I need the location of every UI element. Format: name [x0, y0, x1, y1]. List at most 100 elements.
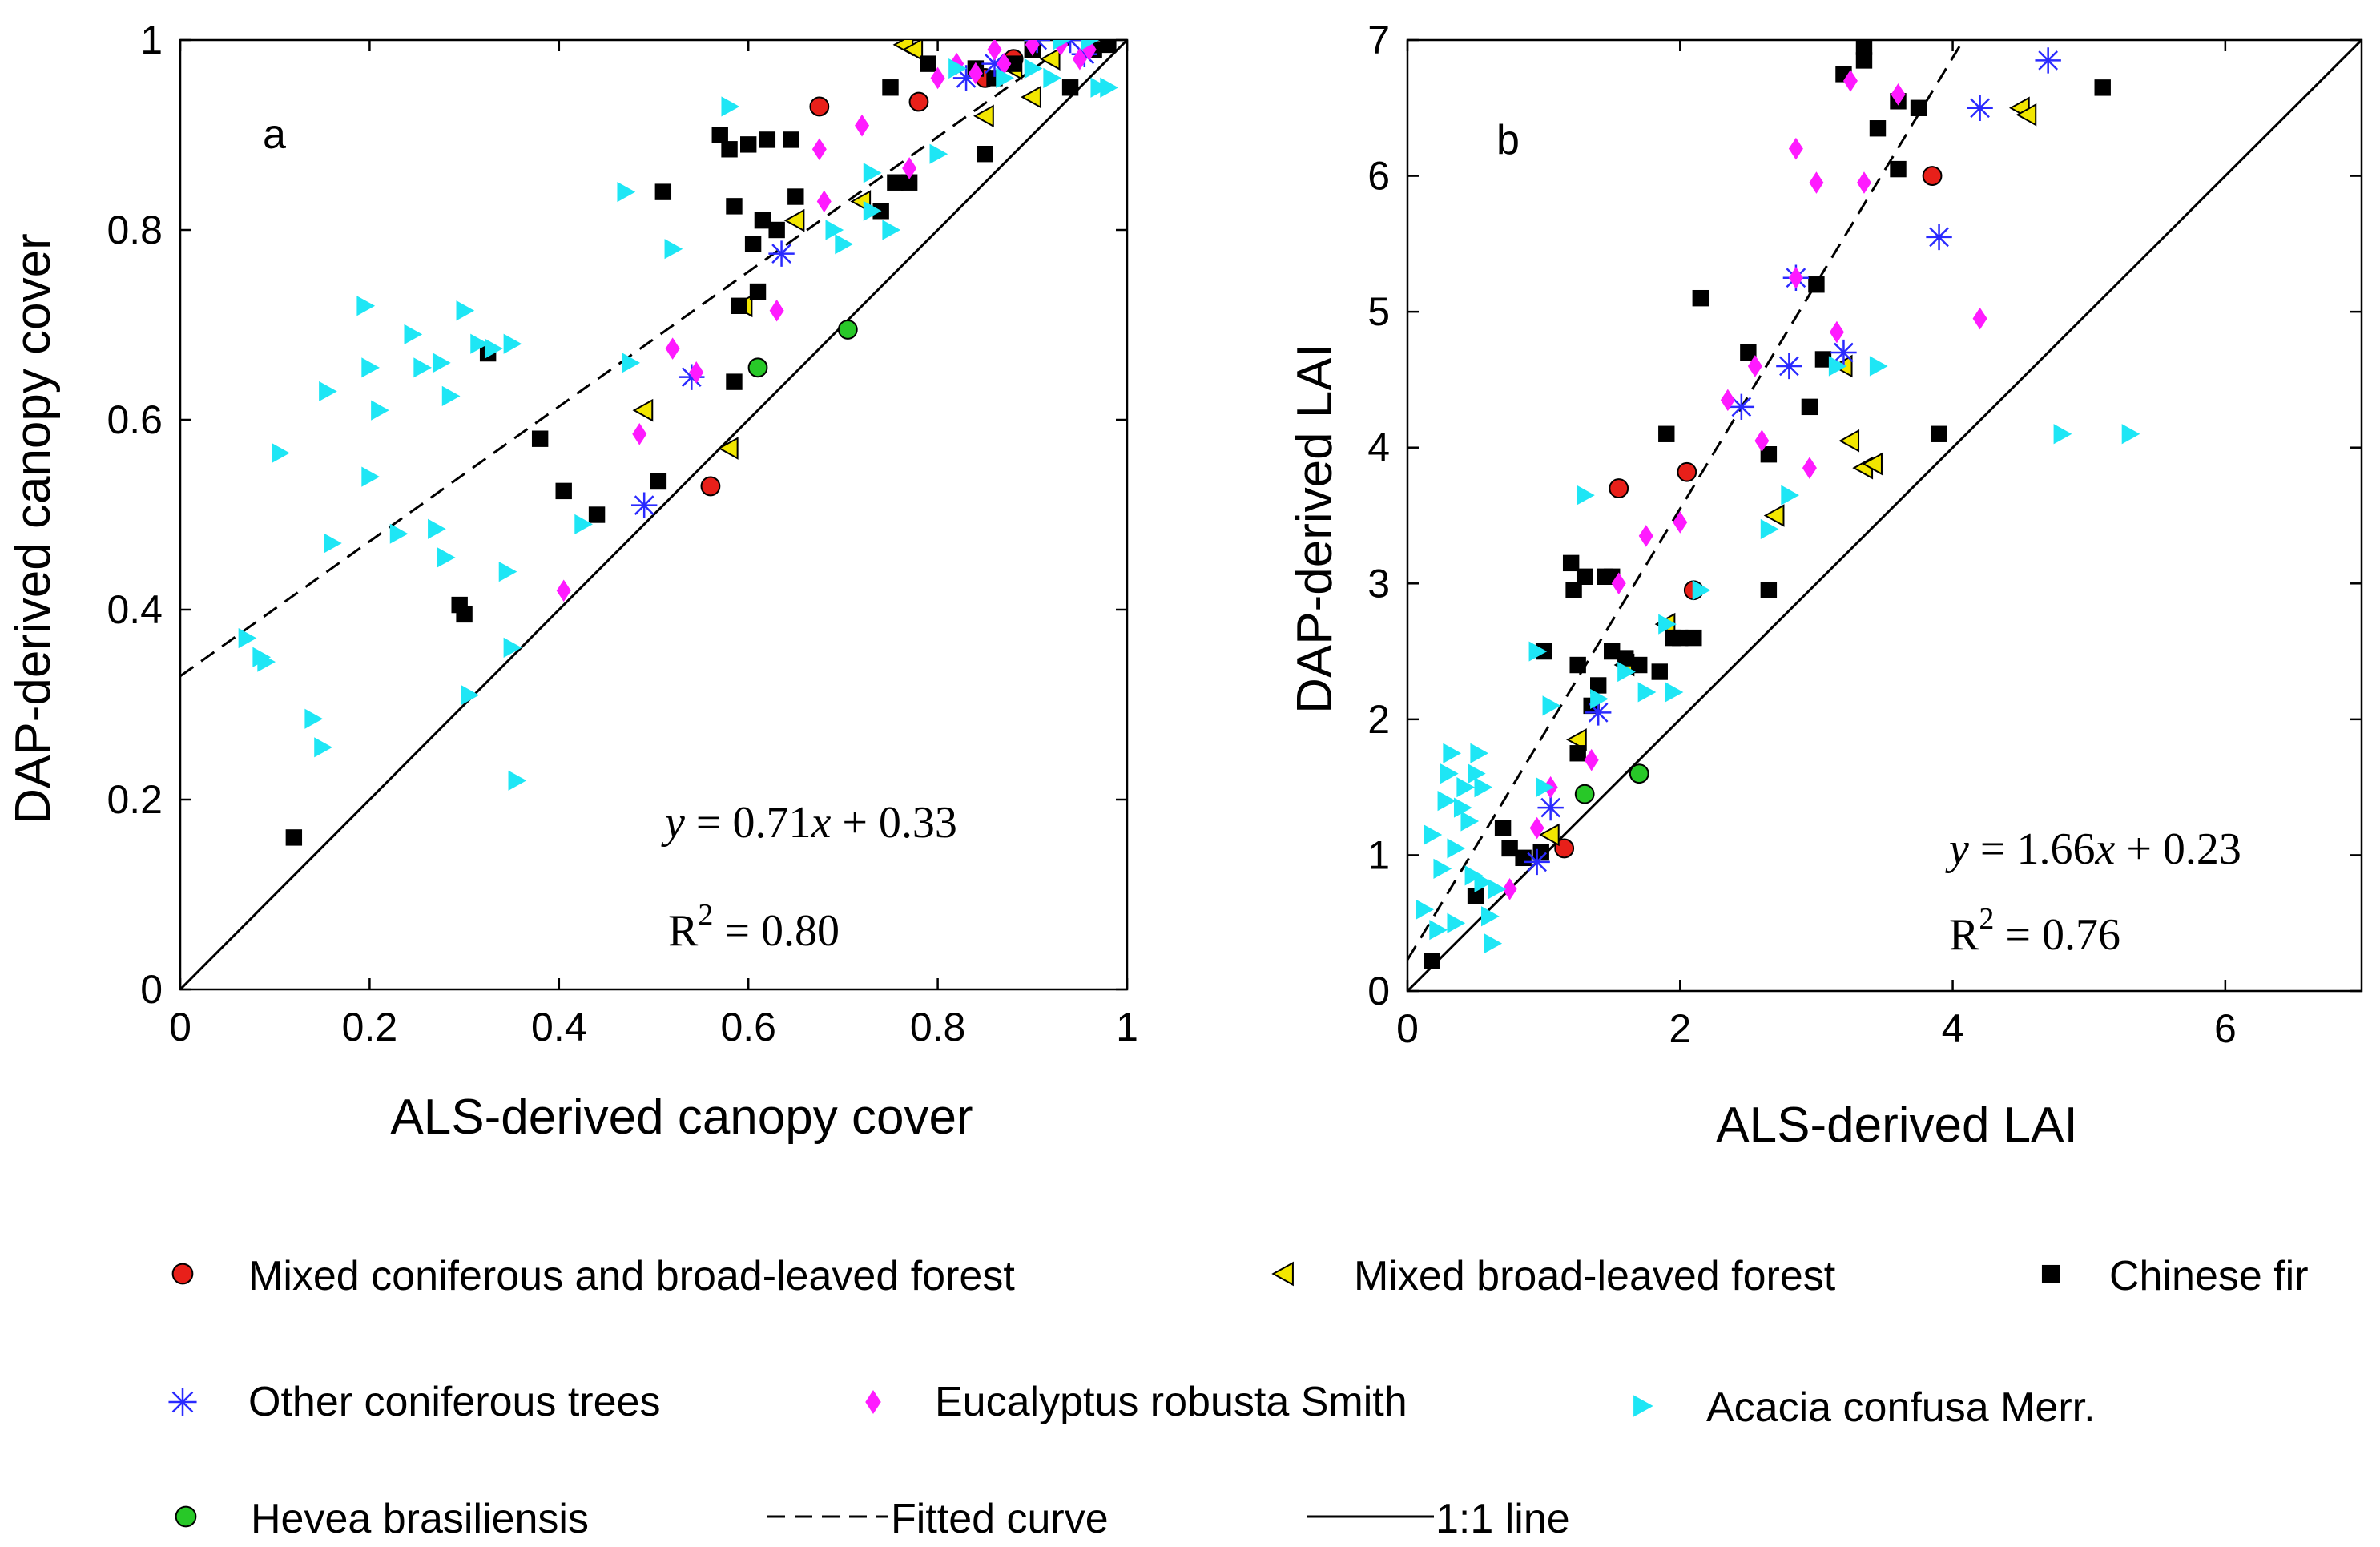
point-acacia — [835, 234, 853, 255]
point-acacia — [437, 547, 456, 568]
legend-label-mixed-broadleaved: Mixed broad-leaved forest — [1354, 1253, 1836, 1299]
point-mixed-bl — [1838, 429, 1860, 453]
y-tick-label: 6 — [1367, 154, 1390, 199]
legend-marker-shape — [168, 1388, 197, 1416]
point-mixed-cb — [1554, 838, 1575, 859]
point-mixed-bl — [1039, 47, 1061, 71]
point-other-con — [981, 50, 1008, 77]
point-acacia — [470, 333, 489, 354]
points-b — [1416, 40, 2140, 969]
x-tick-label: 0 — [169, 1005, 191, 1049]
point-fir — [1658, 425, 1675, 442]
point-fir — [1869, 120, 1887, 137]
legend-label-eucalyptus: Eucalyptus robusta Smith — [935, 1379, 1407, 1425]
point-euc — [1842, 70, 1858, 92]
point-mixed-bl — [902, 40, 924, 62]
point-acacia — [257, 651, 276, 672]
point-acacia — [371, 400, 389, 421]
point-acacia — [664, 239, 683, 260]
point-fir — [740, 136, 757, 153]
point-fir — [1494, 820, 1512, 836]
legend-label-mixed-coniferous-broadleaved: Mixed coniferous and broad-leaved forest — [248, 1253, 1015, 1299]
x-tick-label: 1 — [1116, 1005, 1138, 1049]
x-tick-label: 0.8 — [910, 1005, 966, 1049]
legend-marker-shape — [171, 1263, 194, 1285]
point-euc — [1747, 355, 1762, 377]
point-fir — [1005, 55, 1022, 72]
point-acacia — [1474, 777, 1493, 798]
point-acacia — [1781, 485, 1799, 506]
point-acacia — [314, 737, 332, 758]
legend-marker-acacia — [1633, 1395, 1653, 1417]
point-acacia — [1577, 485, 1595, 506]
point-mixed-cb — [908, 91, 929, 112]
point-fir — [1855, 52, 1873, 69]
point-mixed-bl — [1021, 85, 1041, 109]
point-acacia — [1024, 58, 1043, 79]
r-squared-b: R2 = 0.76 — [1949, 902, 2120, 960]
point-fir — [759, 131, 776, 148]
point-fir — [2094, 79, 2111, 96]
point-fir — [1604, 643, 1621, 660]
point-acacia — [1433, 858, 1452, 879]
point-fir — [977, 146, 993, 163]
legend-item-mixed-broadleaved: Mixed broad-leaved forest — [1271, 1253, 1836, 1299]
legend-item-mixed-coniferous-broadleaved: Mixed coniferous and broad-leaved forest — [171, 1253, 1015, 1299]
points-a — [238, 40, 1118, 846]
x-tick-label: 6 — [2214, 1006, 2237, 1051]
legend-marker-shape — [2041, 1264, 2060, 1283]
point-acacia — [1590, 688, 1609, 710]
point-fir — [555, 482, 572, 500]
point-fir — [1515, 849, 1532, 867]
point-acacia — [238, 627, 257, 649]
point-euc — [1788, 266, 1803, 289]
point-fir — [731, 297, 747, 314]
legend-marker-chinese-fir — [2041, 1264, 2060, 1283]
x-tick-labels-b: 0 2 4 6 — [1396, 1006, 2237, 1051]
point-other-con — [2035, 47, 2061, 74]
point-acacia — [1484, 933, 1503, 954]
y-tick-label: 0 — [140, 967, 163, 1012]
point-fir — [1576, 568, 1593, 586]
legend-item-other-coniferous: Other coniferous trees — [168, 1379, 660, 1425]
point-euc — [556, 579, 571, 602]
point-euc — [968, 62, 983, 85]
point-acacia — [1460, 811, 1480, 832]
x-tick-label: 2 — [1669, 1006, 1691, 1051]
point-fir — [1501, 840, 1518, 857]
point-fir — [920, 55, 936, 72]
point-acacia — [498, 562, 517, 582]
point-acacia — [1429, 920, 1448, 941]
point-hevea — [1629, 763, 1649, 784]
point-fir — [1801, 398, 1818, 416]
equation-b: y = 1.66x + 0.23 — [1945, 824, 2241, 874]
ticks-a — [179, 38, 1129, 991]
x-tick-label: 0.2 — [342, 1005, 398, 1049]
point-euc — [1891, 83, 1906, 106]
point-fir — [749, 283, 767, 300]
point-euc — [1638, 525, 1653, 547]
point-euc — [665, 337, 680, 360]
point-acacia — [361, 466, 380, 487]
point-fir — [1569, 656, 1586, 674]
one-to-one-line-b — [1407, 40, 2362, 991]
point-acacia — [2121, 424, 2140, 445]
point-acacia — [1443, 743, 1462, 763]
point-fir — [1808, 276, 1825, 293]
point-fir — [1672, 629, 1689, 647]
point-acacia — [2053, 424, 2072, 445]
point-acacia — [503, 333, 522, 354]
point-acacia — [1617, 661, 1636, 683]
y-tick-label: 1 — [1367, 832, 1390, 877]
point-acacia — [1053, 40, 1071, 50]
point-euc — [1788, 137, 1803, 160]
point-mixed-bl — [632, 398, 654, 422]
point-fir — [1931, 425, 1947, 442]
point-acacia — [1464, 865, 1484, 886]
legend-marker-shape — [175, 1505, 197, 1528]
point-euc — [632, 422, 647, 445]
point-other-con — [1537, 794, 1564, 821]
point-acacia — [1090, 77, 1109, 98]
point-mixed-cb — [1922, 166, 1943, 186]
point-acacia — [441, 385, 461, 406]
